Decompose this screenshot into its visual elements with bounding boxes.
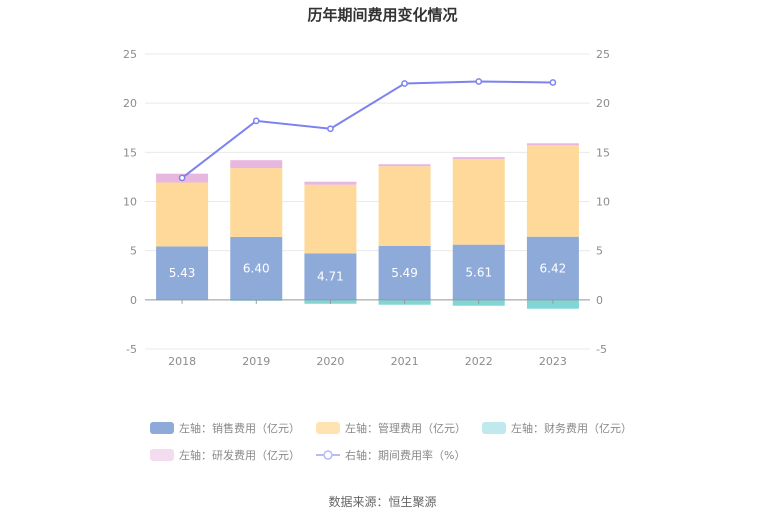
expense-rate-point bbox=[178, 174, 186, 182]
legend-swatch-admin bbox=[316, 422, 340, 434]
x-axis-tick-label: 2019 bbox=[242, 355, 270, 368]
right-axis-tick-label: -5 bbox=[596, 343, 607, 356]
bar-segment-rnd bbox=[452, 157, 505, 160]
x-axis-tick-label: 2021 bbox=[391, 355, 419, 368]
bar-series bbox=[156, 143, 579, 309]
right-axis-tick-label: 20 bbox=[596, 97, 610, 110]
left-axis-tick-label: -5 bbox=[126, 343, 137, 356]
right-axis-tick-label: 15 bbox=[596, 146, 610, 159]
right-axis-tick-label: 10 bbox=[596, 196, 610, 209]
bar-segment-admin bbox=[452, 159, 505, 245]
bar-segment-sales bbox=[156, 246, 209, 300]
right-axis-tick-label: 0 bbox=[596, 294, 603, 307]
legend-label-expense-rate: 右轴：期间费用率（%） bbox=[345, 449, 466, 462]
data-source: 数据来源：恒生聚源 bbox=[328, 495, 437, 509]
chart-legend: 左轴：销售费用（亿元） 左轴：管理费用（亿元） 左轴：财务费用（亿元） 左轴：研… bbox=[150, 421, 632, 475]
right-axis-ticks: -5 0 5 10 15 20 25 bbox=[596, 48, 610, 356]
legend-swatch-sales bbox=[150, 422, 174, 434]
bar-segment-sales bbox=[230, 236, 283, 300]
x-axis-tick-label: 2020 bbox=[316, 355, 344, 368]
legend-item-sales[interactable]: 左轴：销售费用（亿元） bbox=[150, 421, 300, 435]
left-axis-tick-label: 25 bbox=[123, 48, 137, 61]
expense-rate-point bbox=[549, 79, 557, 86]
bar-segment-finance bbox=[526, 299, 579, 309]
expense-rate-line bbox=[181, 80, 553, 179]
legend-item-rnd[interactable]: 左轴：研发费用（亿元） bbox=[150, 448, 300, 462]
bar-segment-admin bbox=[526, 145, 579, 237]
legend-item-finance[interactable]: 左轴：财务费用（亿元） bbox=[482, 421, 632, 435]
right-axis-tick-label: 5 bbox=[596, 245, 603, 258]
bar-data-label: 5.61 bbox=[465, 265, 492, 279]
bar-data-label: 6.40 bbox=[243, 261, 270, 275]
bar-segment-rnd bbox=[526, 143, 579, 146]
left-axis-tick-label: 20 bbox=[123, 97, 137, 110]
x-axis-tick-label: 2018 bbox=[168, 355, 196, 368]
legend-swatch-finance bbox=[482, 422, 506, 434]
expense-rate-point bbox=[475, 78, 483, 85]
bar-segment-rnd bbox=[378, 164, 431, 167]
legend-item-admin[interactable]: 左轴：管理费用（亿元） bbox=[316, 421, 466, 435]
x-axis-tick-label: 2023 bbox=[539, 355, 567, 368]
expense-rate-point bbox=[327, 125, 334, 133]
bar-segment-rnd bbox=[304, 181, 357, 185]
right-axis-tick-label: 25 bbox=[596, 48, 610, 61]
bar-segment-admin bbox=[230, 168, 283, 237]
left-axis-tick-label: 5 bbox=[130, 245, 137, 258]
expense-rate-point bbox=[401, 80, 408, 87]
zero-line bbox=[145, 299, 590, 304]
legend-label-admin: 左轴：管理费用（亿元） bbox=[345, 422, 466, 435]
left-axis-ticks: -5 0 5 10 15 20 25 bbox=[123, 48, 137, 356]
bar-segment-admin bbox=[378, 166, 431, 246]
left-axis-tick-label: 15 bbox=[123, 146, 137, 159]
bar-segment-sales bbox=[304, 253, 357, 300]
legend-label-sales: 左轴：销售费用（亿元） bbox=[179, 422, 300, 435]
x-axis-tick-label: 2022 bbox=[465, 355, 493, 368]
left-axis-tick-label: 10 bbox=[123, 196, 137, 209]
bar-segment-sales bbox=[526, 236, 579, 300]
bar-segment-admin bbox=[304, 184, 357, 254]
x-axis-ticks: 2018 2019 2020 2021 2022 2023 bbox=[168, 355, 567, 368]
left-axis-tick-label: 0 bbox=[130, 294, 137, 307]
grid-lines bbox=[145, 53, 590, 350]
bar-data-labels: 5.43 6.40 4.71 5.49 5.61 6.42 bbox=[169, 261, 567, 283]
legend-item-expense-rate[interactable]: 右轴：期间费用率（%） bbox=[316, 448, 465, 462]
line-series bbox=[178, 78, 557, 182]
legend-row-1: 左轴：销售费用（亿元） 左轴：管理费用（亿元） 左轴：财务费用（亿元） bbox=[150, 421, 632, 435]
bar-segment-admin bbox=[156, 182, 209, 247]
bar-data-label: 4.71 bbox=[317, 270, 344, 284]
bar-data-label: 6.42 bbox=[540, 261, 567, 275]
legend-row-2: 左轴：研发费用（亿元） 右轴：期间费用率（%） bbox=[150, 448, 620, 462]
legend-line-marker-icon bbox=[316, 450, 340, 460]
legend-label-rnd: 左轴：研发费用（亿元） bbox=[179, 449, 300, 462]
bar-data-label: 5.49 bbox=[391, 266, 418, 280]
legend-swatch-rnd bbox=[150, 449, 174, 461]
expense-rate-point bbox=[252, 117, 260, 125]
bar-segment-sales bbox=[452, 244, 505, 300]
bar-segment-rnd bbox=[230, 160, 283, 169]
bar-segment-sales bbox=[378, 245, 431, 300]
chart-title: 历年期间费用变化情况 bbox=[307, 6, 458, 24]
bar-data-label: 5.43 bbox=[169, 266, 196, 280]
legend-label-finance: 左轴：财务费用（亿元） bbox=[511, 422, 632, 435]
